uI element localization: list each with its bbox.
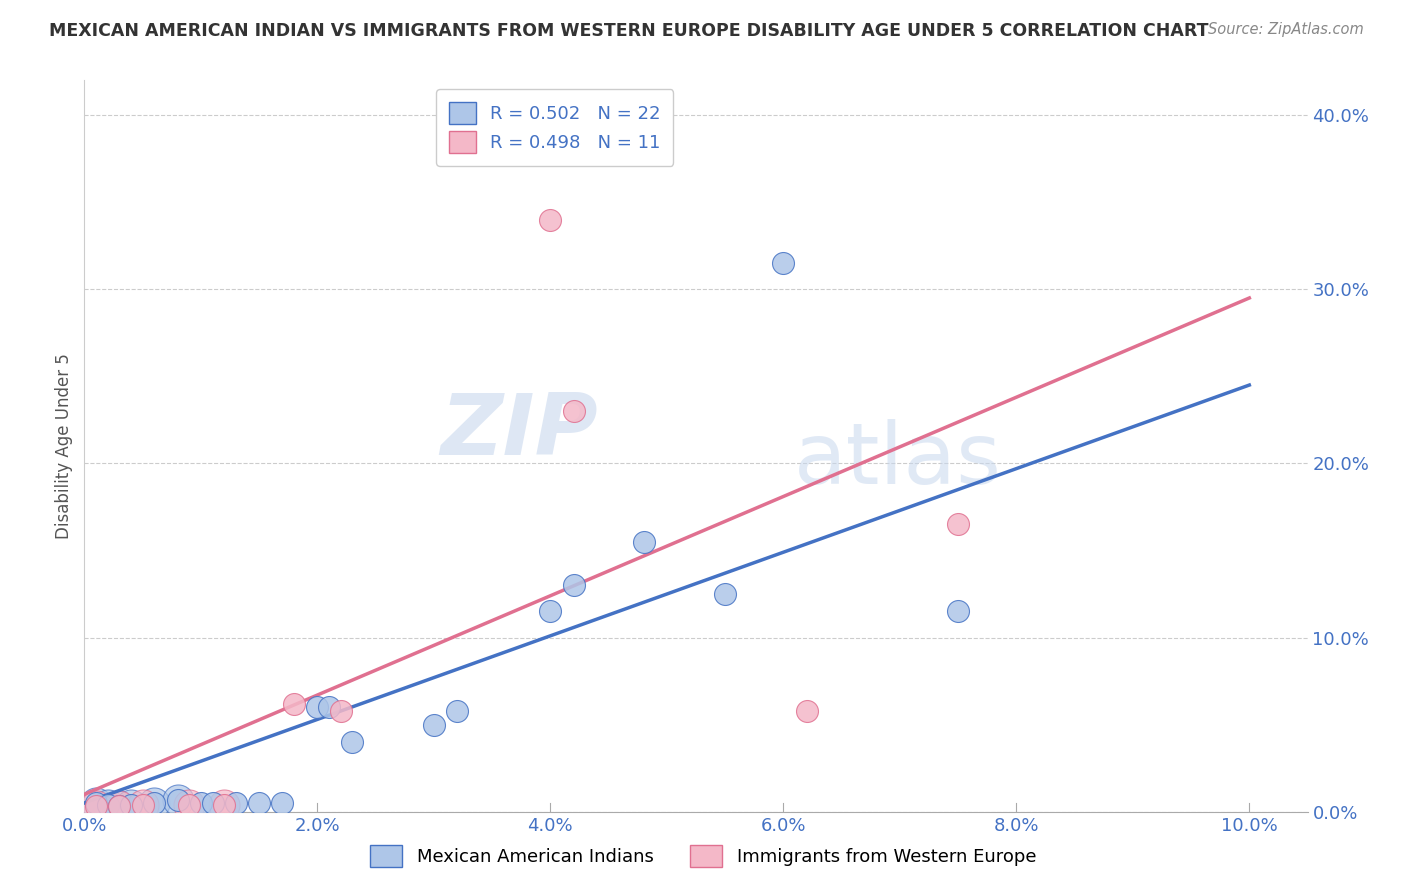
Point bbox=[84, 799, 107, 814]
Point bbox=[329, 704, 352, 718]
Point bbox=[562, 404, 585, 418]
Point bbox=[283, 697, 305, 711]
Point bbox=[84, 796, 107, 810]
Point bbox=[97, 797, 120, 812]
Point bbox=[946, 517, 969, 532]
Point bbox=[108, 799, 131, 814]
Point bbox=[166, 792, 188, 806]
Point bbox=[562, 578, 585, 592]
Point bbox=[446, 704, 468, 718]
Legend: R = 0.502   N = 22, R = 0.498   N = 11: R = 0.502 N = 22, R = 0.498 N = 11 bbox=[436, 89, 673, 166]
Point bbox=[84, 796, 107, 810]
Point bbox=[131, 797, 153, 812]
Point bbox=[97, 797, 120, 812]
Point bbox=[225, 796, 247, 810]
Point bbox=[538, 212, 561, 227]
Point bbox=[247, 796, 270, 810]
Point bbox=[190, 796, 212, 810]
Point bbox=[179, 797, 201, 812]
Point bbox=[772, 256, 794, 270]
Point bbox=[538, 604, 561, 618]
Point bbox=[307, 700, 329, 714]
Text: ZIP: ZIP bbox=[440, 390, 598, 473]
Point bbox=[108, 799, 131, 814]
Point bbox=[423, 717, 446, 731]
Point bbox=[318, 700, 340, 714]
Y-axis label: Disability Age Under 5: Disability Age Under 5 bbox=[55, 353, 73, 539]
Point bbox=[108, 799, 131, 814]
Point bbox=[108, 799, 131, 814]
Point bbox=[166, 792, 188, 806]
Point bbox=[342, 735, 364, 749]
Point bbox=[143, 796, 166, 810]
Point bbox=[946, 604, 969, 618]
Point bbox=[84, 799, 107, 814]
Point bbox=[714, 587, 737, 601]
Point bbox=[120, 797, 142, 812]
Point bbox=[212, 797, 235, 812]
Point bbox=[271, 796, 294, 810]
Text: Source: ZipAtlas.com: Source: ZipAtlas.com bbox=[1208, 22, 1364, 37]
Text: MEXICAN AMERICAN INDIAN VS IMMIGRANTS FROM WESTERN EUROPE DISABILITY AGE UNDER 5: MEXICAN AMERICAN INDIAN VS IMMIGRANTS FR… bbox=[49, 22, 1209, 40]
Point bbox=[212, 797, 235, 812]
Point bbox=[143, 796, 166, 810]
Text: atlas: atlas bbox=[794, 419, 1002, 502]
Legend: Mexican American Indians, Immigrants from Western Europe: Mexican American Indians, Immigrants fro… bbox=[363, 838, 1043, 874]
Point bbox=[201, 796, 224, 810]
Point bbox=[131, 797, 153, 812]
Point bbox=[796, 704, 818, 718]
Point bbox=[120, 797, 142, 812]
Point bbox=[179, 797, 201, 812]
Point bbox=[633, 534, 655, 549]
